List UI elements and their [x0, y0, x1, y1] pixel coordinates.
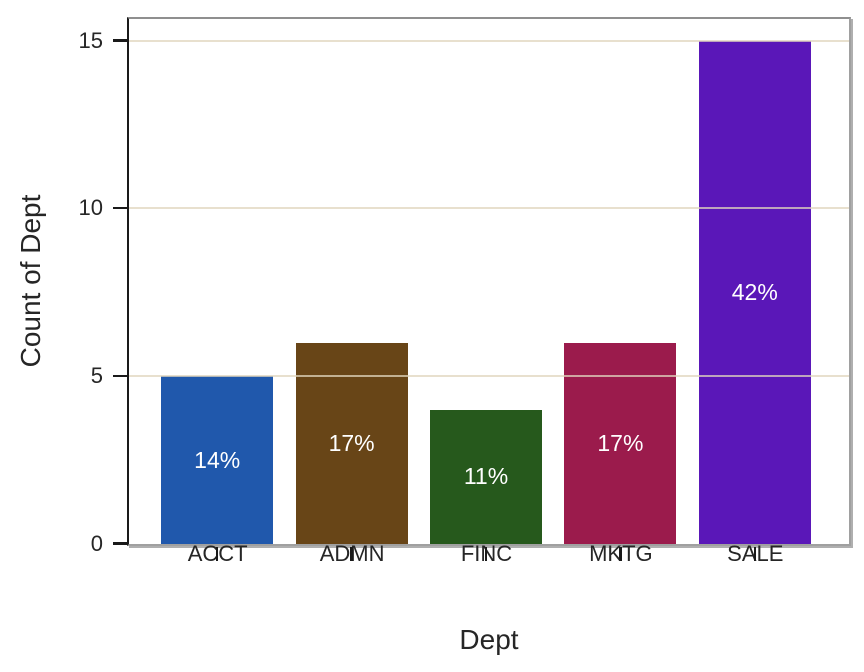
x-tick-sale — [753, 546, 757, 561]
bar-admn: 17% — [295, 342, 408, 544]
bar-label-sale: 42% — [731, 279, 778, 305]
bar-label-finc: 11% — [463, 463, 509, 490]
x-tick-admn — [350, 546, 353, 561]
x-axis-title: Dept — [459, 624, 519, 655]
bar-label-admn: 17% — [328, 429, 375, 456]
y-tick-label-10: 10 — [78, 195, 103, 221]
plot-area: 14% 17% 11% 17% 42% — [112, 17, 851, 561]
x-tick-mktg — [619, 546, 622, 561]
y-tick-label-15: 15 — [78, 27, 103, 53]
bar-finc: 11% — [430, 409, 542, 544]
bar-acct: 14% — [161, 376, 274, 544]
y-tick-10 — [112, 206, 127, 210]
y-tick-label-5: 5 — [90, 362, 103, 388]
y-tick-0 — [112, 542, 127, 545]
bar-mktg: 17% — [564, 342, 677, 544]
x-tick-acct — [215, 546, 219, 561]
bar-sale: 42% — [698, 41, 811, 544]
x-tick-finc — [484, 546, 488, 561]
y-tick-label-0: 0 — [90, 530, 103, 556]
bar-label-mktg: 17% — [597, 429, 644, 456]
y-tick-15 — [112, 39, 127, 42]
y-tick-5 — [112, 374, 127, 378]
bar-label-acct: 14% — [194, 446, 241, 473]
